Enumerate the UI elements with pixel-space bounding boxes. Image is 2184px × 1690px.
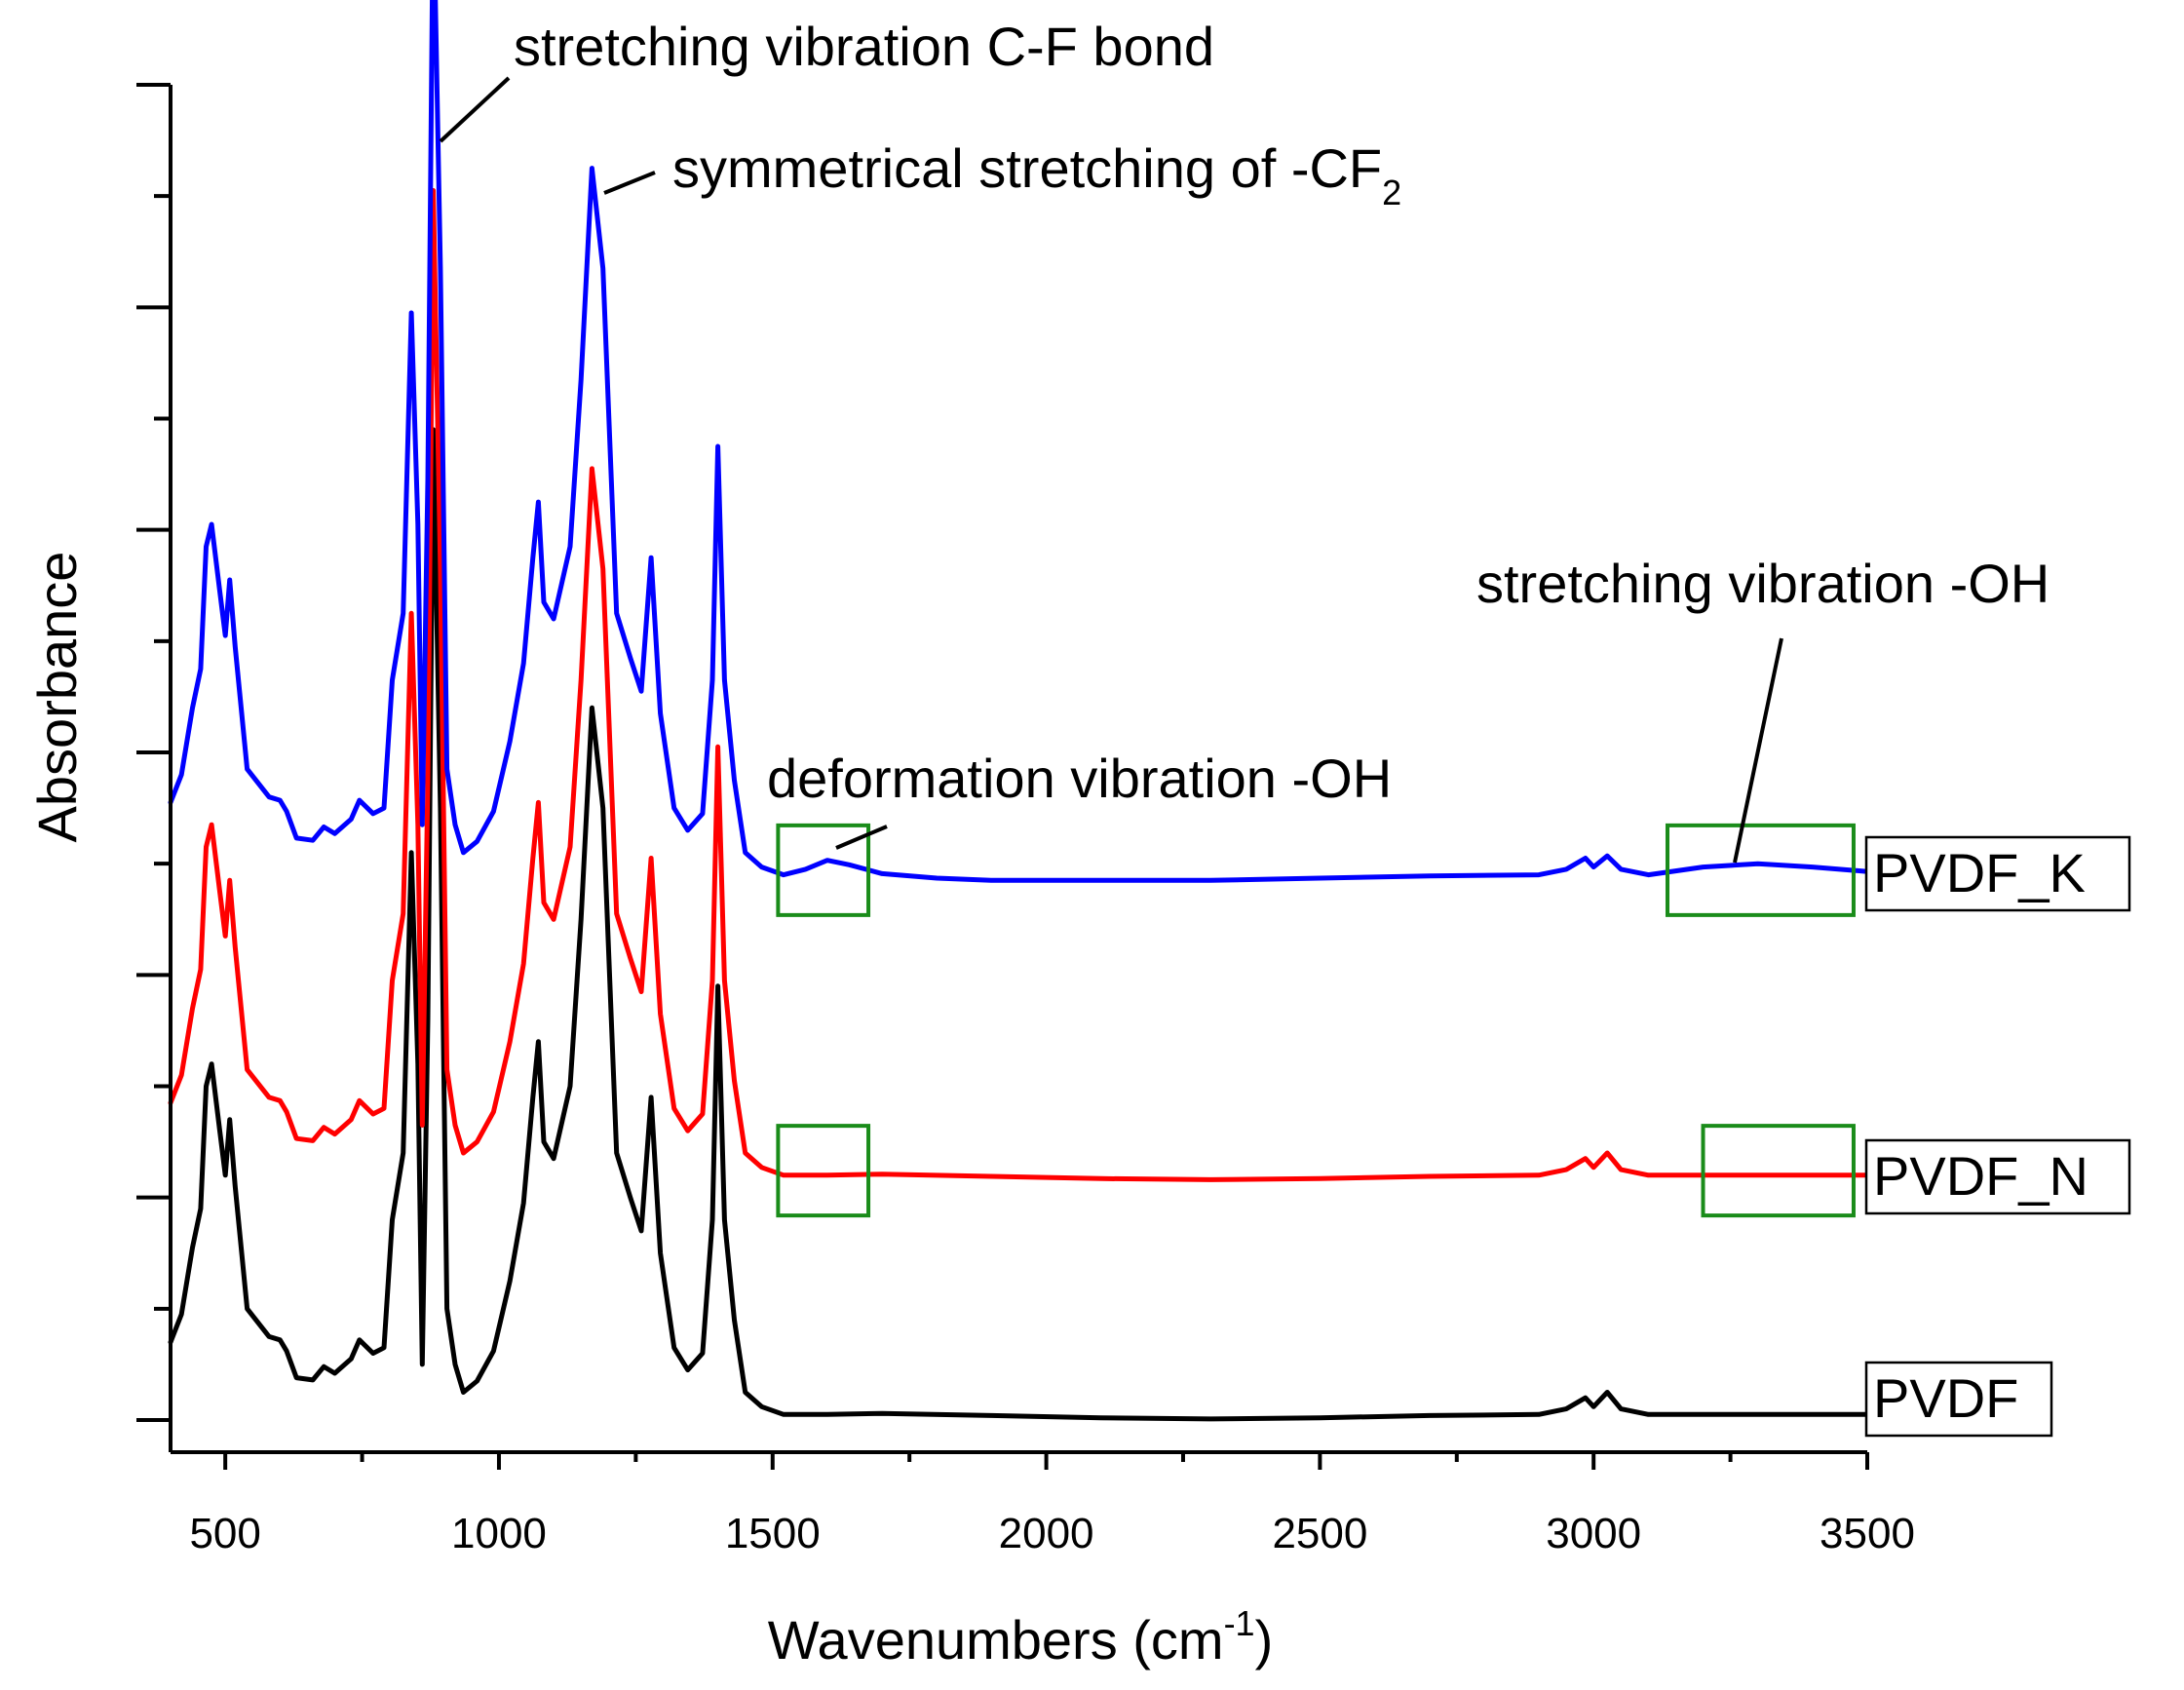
annotation-layer: stretching vibration C-F bond symmetrica…: [439, 16, 2050, 864]
deformation-oh-leader-line: [835, 825, 888, 850]
stretching-oh-leader-line: [1733, 637, 1783, 864]
legend-layer: PVDF_K PVDF_N PVDF: [1864, 835, 2131, 1438]
axes: 500 1000 1500 2000 2500 3000 3500: [136, 83, 1915, 1557]
series-line-pvdf-k: [168, 0, 1870, 883]
highlight-box: [1701, 1124, 1856, 1218]
deformation-oh-annotation: deformation vibration -OH: [767, 748, 1392, 809]
stretching-oh-annotation: stretching vibration -OH: [1476, 553, 2050, 614]
legend-label-pvdf-k: PVDF_K: [1873, 842, 2086, 903]
x-tick-label: 500: [189, 1510, 260, 1557]
highlight-box: [776, 1124, 871, 1218]
series-line-pvdf-n: [168, 188, 1870, 1182]
x-tick-label: 2000: [999, 1510, 1094, 1557]
x-axis-title: Wavenumbers (cm-1): [768, 1603, 1273, 1671]
x-tick-label: 1000: [451, 1510, 547, 1557]
legend-label-pvdf: PVDF: [1873, 1367, 2018, 1429]
x-tick-label: 3000: [1546, 1510, 1641, 1557]
cf-bond-annotation: stretching vibration C-F bond: [514, 16, 1214, 77]
legend-box-pvdf-k: [1864, 835, 2131, 912]
x-tick-label: 2500: [1272, 1510, 1367, 1557]
x-tick-label: 1500: [725, 1510, 821, 1557]
x-ticks: 500 1000 1500 2000 2500 3000 3500: [189, 1452, 1915, 1557]
legend-box-pvdf: [1864, 1361, 2053, 1438]
cf2-annotation: symmetrical stretching of -CF2: [672, 137, 1401, 212]
x-tick-label: 3500: [1820, 1510, 1915, 1557]
y-ticks: [136, 83, 171, 1422]
cf2-leader-line: [603, 171, 656, 195]
highlight-box: [776, 823, 871, 917]
series-layer: [168, 0, 1870, 1422]
legend-box-pvdf-n: [1864, 1138, 2131, 1215]
legend-label-pvdf-n: PVDF_N: [1873, 1145, 2088, 1207]
highlight-box: [1666, 823, 1856, 917]
cf-bond-leader-line: [439, 76, 511, 143]
highlight-box-layer: [776, 823, 1856, 1218]
series-line-pvdf: [168, 427, 1870, 1422]
y-axis-title: Absorbance: [26, 552, 88, 843]
